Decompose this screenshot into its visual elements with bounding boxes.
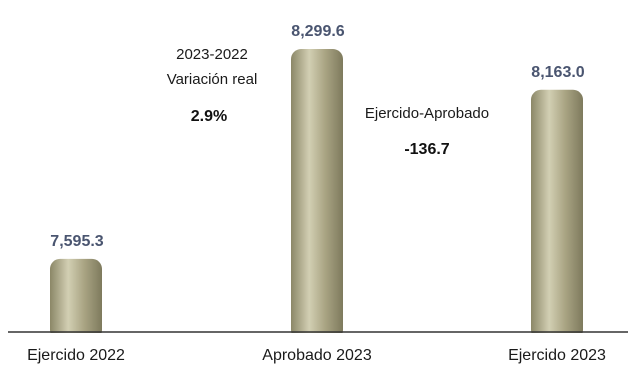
value-labels-group: 7,595.3 8,299.6 8,163.0: [50, 23, 584, 250]
annotation-executed-approved: Ejercido-Aprobado -136.7: [365, 105, 489, 158]
bar-ejercido-2023: [531, 89, 583, 340]
category-label-aprobado-2023: Aprobado 2023: [262, 347, 372, 364]
annotation-executed-approved-line-1: Ejercido-Aprobado: [365, 105, 489, 122]
annotation-real-variation-line-2: Variación real: [167, 71, 258, 88]
bar-aprobado-2023: [291, 49, 343, 341]
bar-ejercido-2022: [50, 258, 102, 340]
bars-group: [0, 49, 636, 345]
category-labels-group: Ejercido 2022 Aprobado 2023 Ejercido 2023: [27, 347, 606, 364]
annotation-real-variation-line-1: 2023-2022: [176, 46, 248, 63]
category-label-ejercido-2022: Ejercido 2022: [27, 347, 125, 364]
value-label-ejercido-2023: 8,163.0: [531, 64, 584, 81]
annotation-real-variation: 2023-2022 Variación real 2.9%: [167, 46, 258, 125]
annotation-executed-approved-value: -136.7: [404, 141, 449, 158]
category-label-ejercido-2023: Ejercido 2023: [508, 347, 606, 364]
annotation-real-variation-value: 2.9%: [191, 108, 227, 125]
baseline-mask: [0, 333, 636, 345]
value-label-aprobado-2023: 8,299.6: [291, 23, 344, 40]
value-label-ejercido-2022: 7,595.3: [50, 233, 103, 250]
